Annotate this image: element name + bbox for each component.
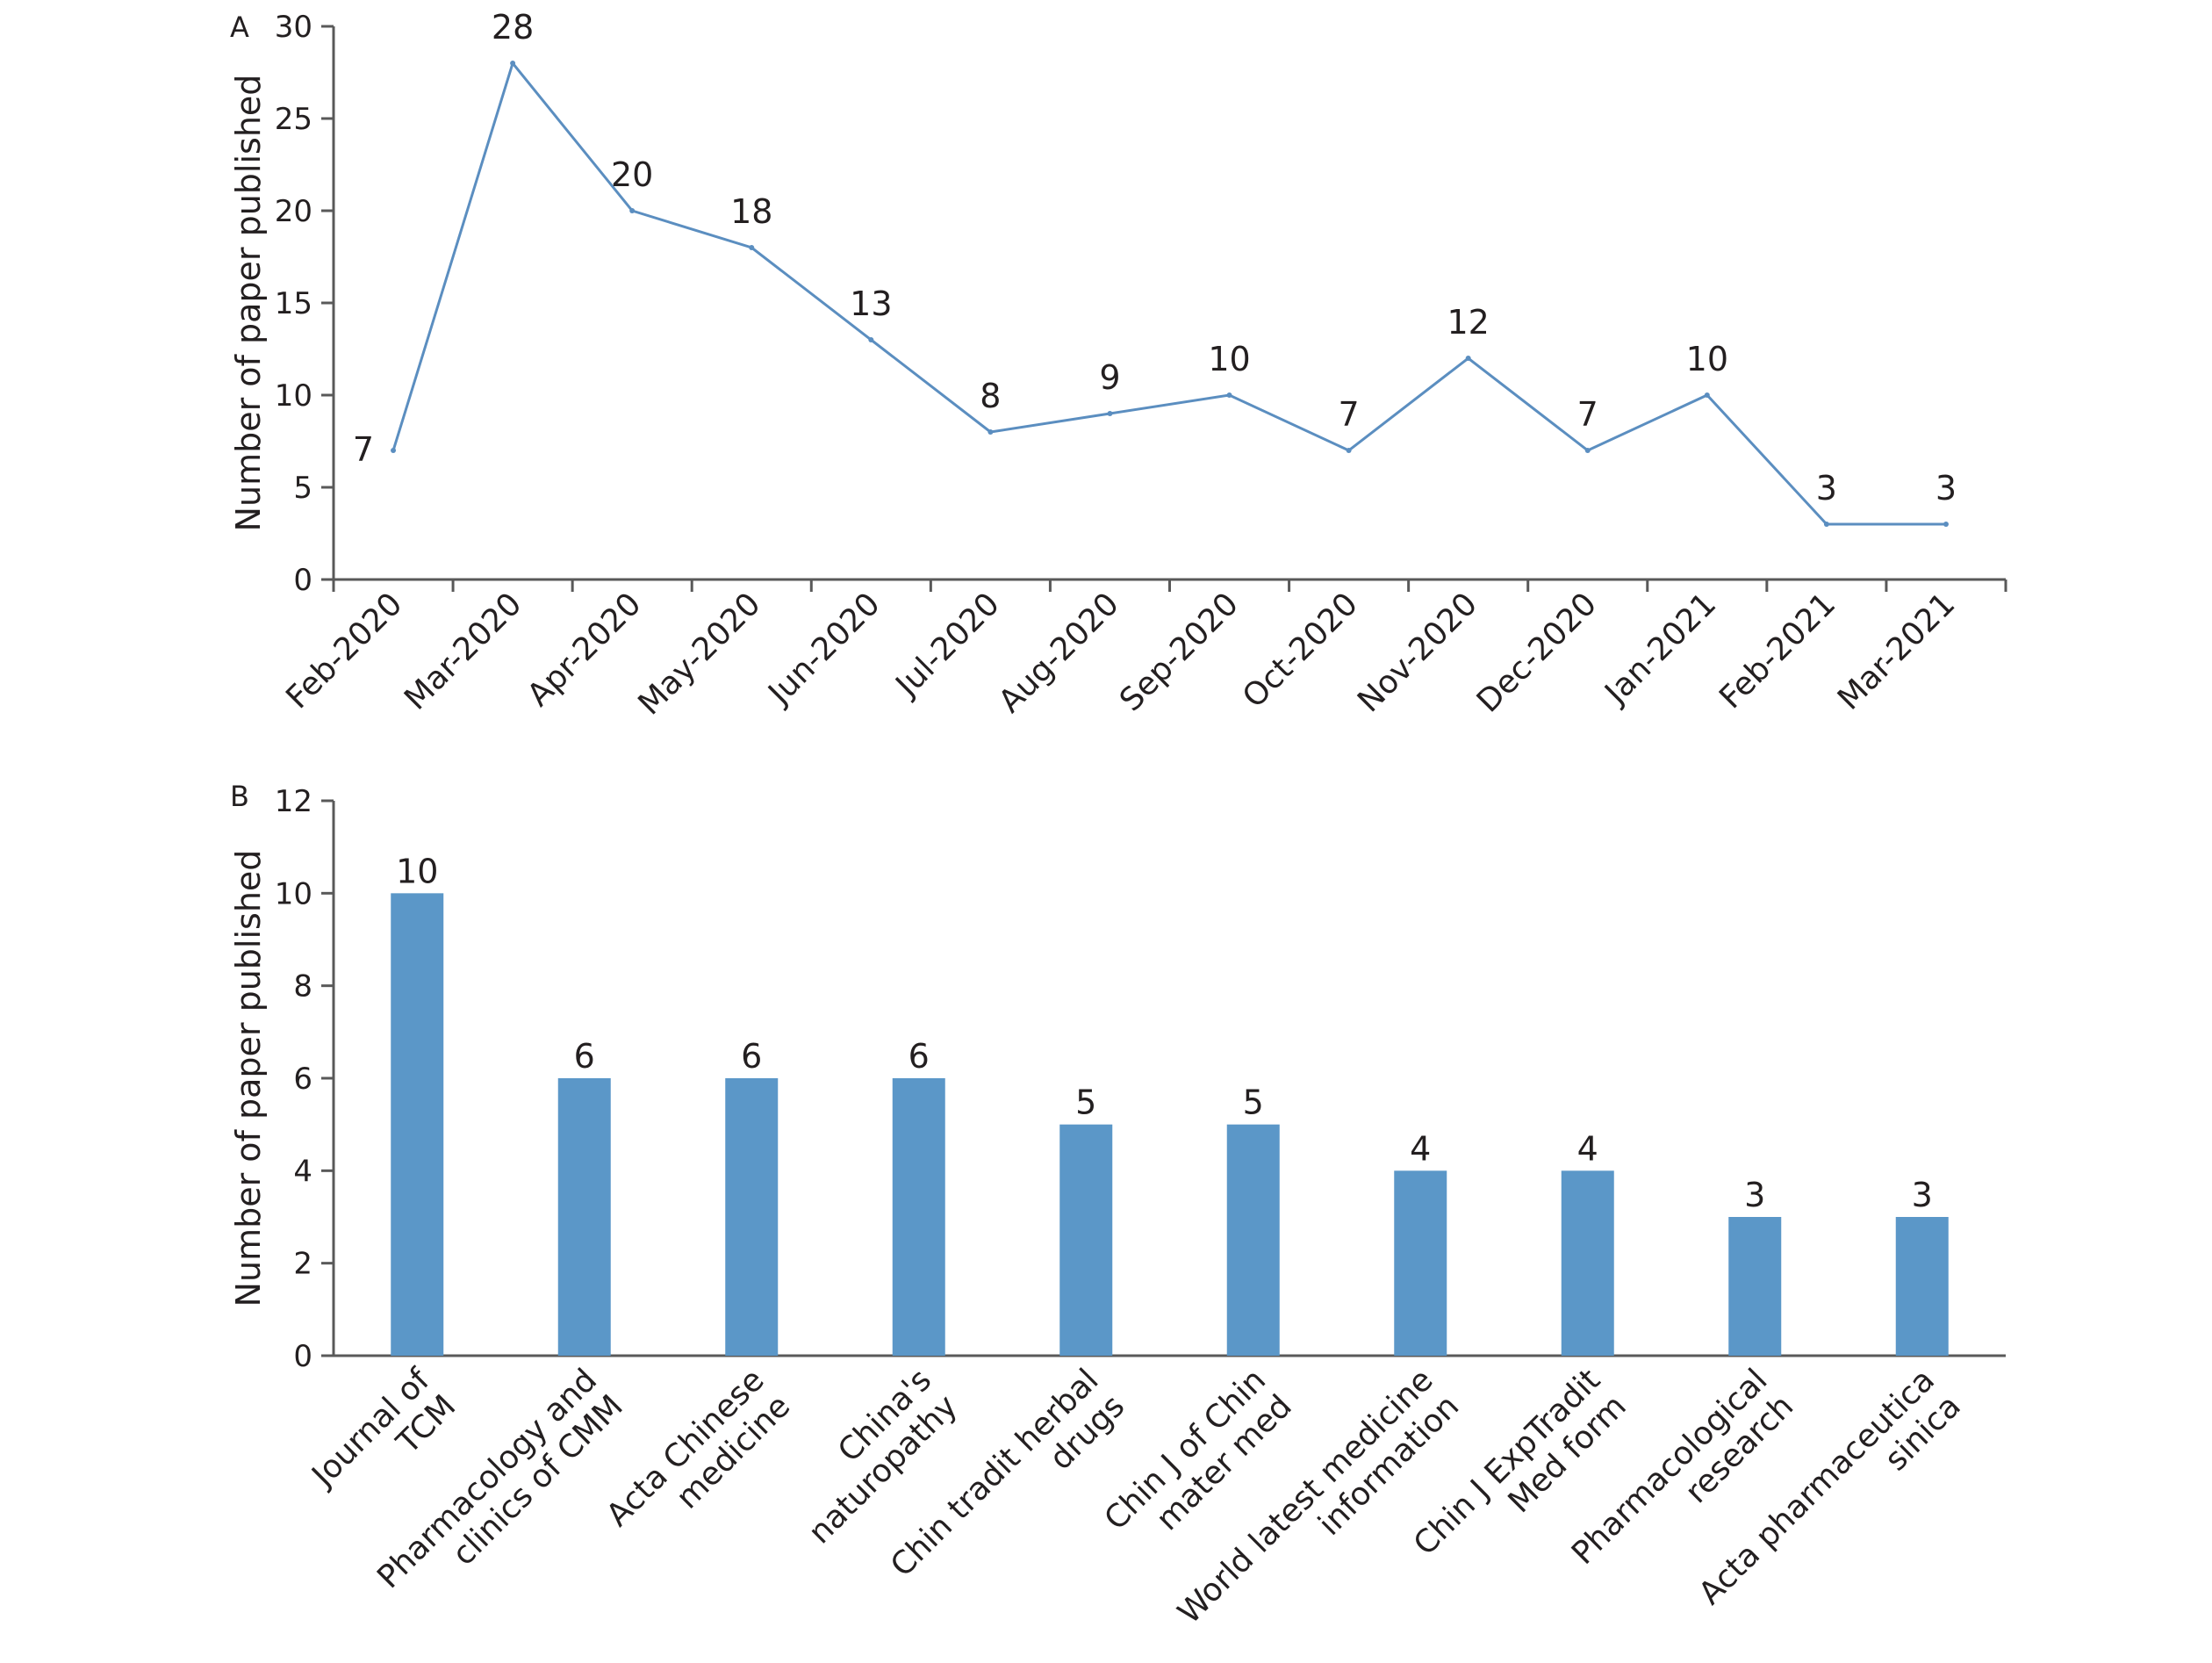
panel-b-data-label: 6 xyxy=(741,1037,762,1076)
panel-a-data-label: 3 xyxy=(1816,469,1837,508)
panel-a-data-point xyxy=(1823,522,1829,527)
panel-b-bar xyxy=(1561,1170,1614,1356)
panel-a-x-tick-label: Mar-2020 xyxy=(398,586,528,716)
panel-a-data-point xyxy=(391,448,397,453)
panel-b-bar xyxy=(1394,1170,1447,1356)
panel-a-y-tick-label: 10 xyxy=(275,378,312,414)
panel-b-y-tick-label: 8 xyxy=(293,969,312,1004)
panel-a-data-label: 3 xyxy=(1936,469,1957,508)
panel-b-data-label: 5 xyxy=(1243,1083,1264,1122)
panel-b-data-label: 6 xyxy=(574,1037,595,1076)
panel-a-data-label: 28 xyxy=(492,8,534,47)
panel-a-data-label: 20 xyxy=(611,155,653,194)
panel-a-x-tick-label: Jun-2020 xyxy=(761,586,887,712)
panel-b-data-label: 3 xyxy=(1912,1176,1933,1214)
panel-a-data-point xyxy=(510,61,516,66)
panel-a-data-label: 7 xyxy=(353,430,374,469)
panel-a-data-point xyxy=(1465,356,1471,361)
panel-a-data-point xyxy=(1107,411,1113,416)
panel-a-line-chart: A Number of paper published 0 5 10 15 20 25 30… xyxy=(229,8,2007,723)
panel-b-bar xyxy=(1895,1217,1949,1356)
panel-a-data-point xyxy=(868,337,874,342)
panel-b-data-label: 5 xyxy=(1075,1083,1096,1122)
panel-a-data-point xyxy=(988,429,994,435)
panel-a-x-tick-label: Nov-2020 xyxy=(1351,586,1484,719)
panel-a-data-point xyxy=(1346,448,1352,453)
panel-a-y-tick-label: 20 xyxy=(275,194,312,229)
panel-a-data-label: 13 xyxy=(850,284,892,323)
panel-b-y-tick-label: 4 xyxy=(293,1154,312,1189)
panel-b-x-tick-label: Acta Chinesemedicine xyxy=(600,1362,797,1559)
panel-a-data-point xyxy=(629,208,636,213)
panel-b-bar xyxy=(1728,1217,1782,1356)
panel-b-y-tick-label: 10 xyxy=(275,876,312,911)
panel-a-y-axis-label: Number of paper published xyxy=(229,75,268,532)
panel-a-x-tick-label: Sep-2020 xyxy=(1113,586,1246,718)
panel-b-letter: B xyxy=(230,780,249,813)
panel-b-bar xyxy=(725,1078,779,1356)
panel-a-x-tick-label: Oct-2020 xyxy=(1236,586,1365,715)
panel-a-y-tick-label: 5 xyxy=(293,471,312,506)
panel-a-data-label: 10 xyxy=(1686,340,1728,378)
panel-a-x-tick-label: Feb-2020 xyxy=(279,586,409,716)
panel-b-y-tick-label: 12 xyxy=(275,784,312,819)
panel-a-y-tick-label: 15 xyxy=(275,286,312,321)
panel-a-y-tick-label: 0 xyxy=(293,563,312,598)
panel-a-y-tick-label: 30 xyxy=(275,10,312,45)
panel-a-data-label: 9 xyxy=(1099,358,1120,397)
panel-a-y-tick-label: 25 xyxy=(275,102,312,137)
panel-b-y-tick-label: 0 xyxy=(293,1339,312,1374)
panel-b-data-label: 10 xyxy=(396,852,438,890)
panel-a-x-tick-label: Apr-2020 xyxy=(521,586,648,713)
panel-a-x-tick-label: May-2020 xyxy=(631,586,767,722)
panel-a-data-label: 8 xyxy=(980,377,1001,415)
panel-a-x-tick-label: Aug-2020 xyxy=(992,586,1126,720)
panel-a-data-point xyxy=(1943,522,1949,527)
panel-a-x-tick-label: Jan-2021 xyxy=(1598,586,1724,712)
panel-b-x-tick-label: Journal ofTCM xyxy=(305,1361,464,1521)
panel-a-data-point xyxy=(1704,392,1710,398)
panel-a-x-tick-label: Feb-2021 xyxy=(1713,586,1842,716)
panel-b-y-axis-label: Number of paper published xyxy=(229,850,268,1307)
panel-a-x-tick-label: Dec-2020 xyxy=(1470,586,1604,719)
panel-b-bar xyxy=(1226,1124,1280,1356)
panel-a-x-tick-label: Mar-2021 xyxy=(1831,586,1962,716)
panel-b-data-label: 3 xyxy=(1744,1176,1765,1214)
panel-b-bar-chart: B Number of paper published 0 2 4 6 8 10 12 Jou… xyxy=(229,780,2006,1631)
panel-b-y-tick-label: 2 xyxy=(293,1247,312,1282)
panel-a-data-label: 12 xyxy=(1447,303,1489,342)
panel-b-bar xyxy=(391,893,444,1356)
panel-b-bar xyxy=(557,1078,611,1356)
panel-a-letter: A xyxy=(230,11,249,44)
panel-a-data-label: 18 xyxy=(730,192,772,231)
panel-a-axes: 0 5 10 15 20 25 30 Feb-2020Mar-2020Apr-2020May-… xyxy=(275,10,2007,723)
panel-b-bar xyxy=(1059,1124,1113,1356)
panel-a-data-label: 7 xyxy=(1339,395,1360,434)
panel-b-marks: 10 6 6 6 5 5 4 4 3 3 xyxy=(391,852,1949,1356)
panel-b-data-label: 4 xyxy=(1577,1129,1598,1168)
panel-a-x-tick-label: Jul-2020 xyxy=(888,586,1007,704)
panel-a-data-label: 10 xyxy=(1208,340,1250,378)
panel-a-data-point xyxy=(1226,392,1232,398)
panel-a-data-point xyxy=(749,245,755,250)
panel-a-data-label: 7 xyxy=(1577,395,1598,434)
panel-b-data-label: 4 xyxy=(1410,1129,1431,1168)
panel-b-y-tick-label: 6 xyxy=(293,1062,312,1097)
panel-a-series-line xyxy=(391,60,1946,526)
panel-b-data-label: 6 xyxy=(908,1037,930,1076)
panel-b-bar xyxy=(892,1078,945,1356)
panel-a-marks: 7 28 20 18 13 8 9 10 7 12 7 10 3 3 xyxy=(353,8,1957,527)
panel-a-data-point xyxy=(1584,448,1591,453)
